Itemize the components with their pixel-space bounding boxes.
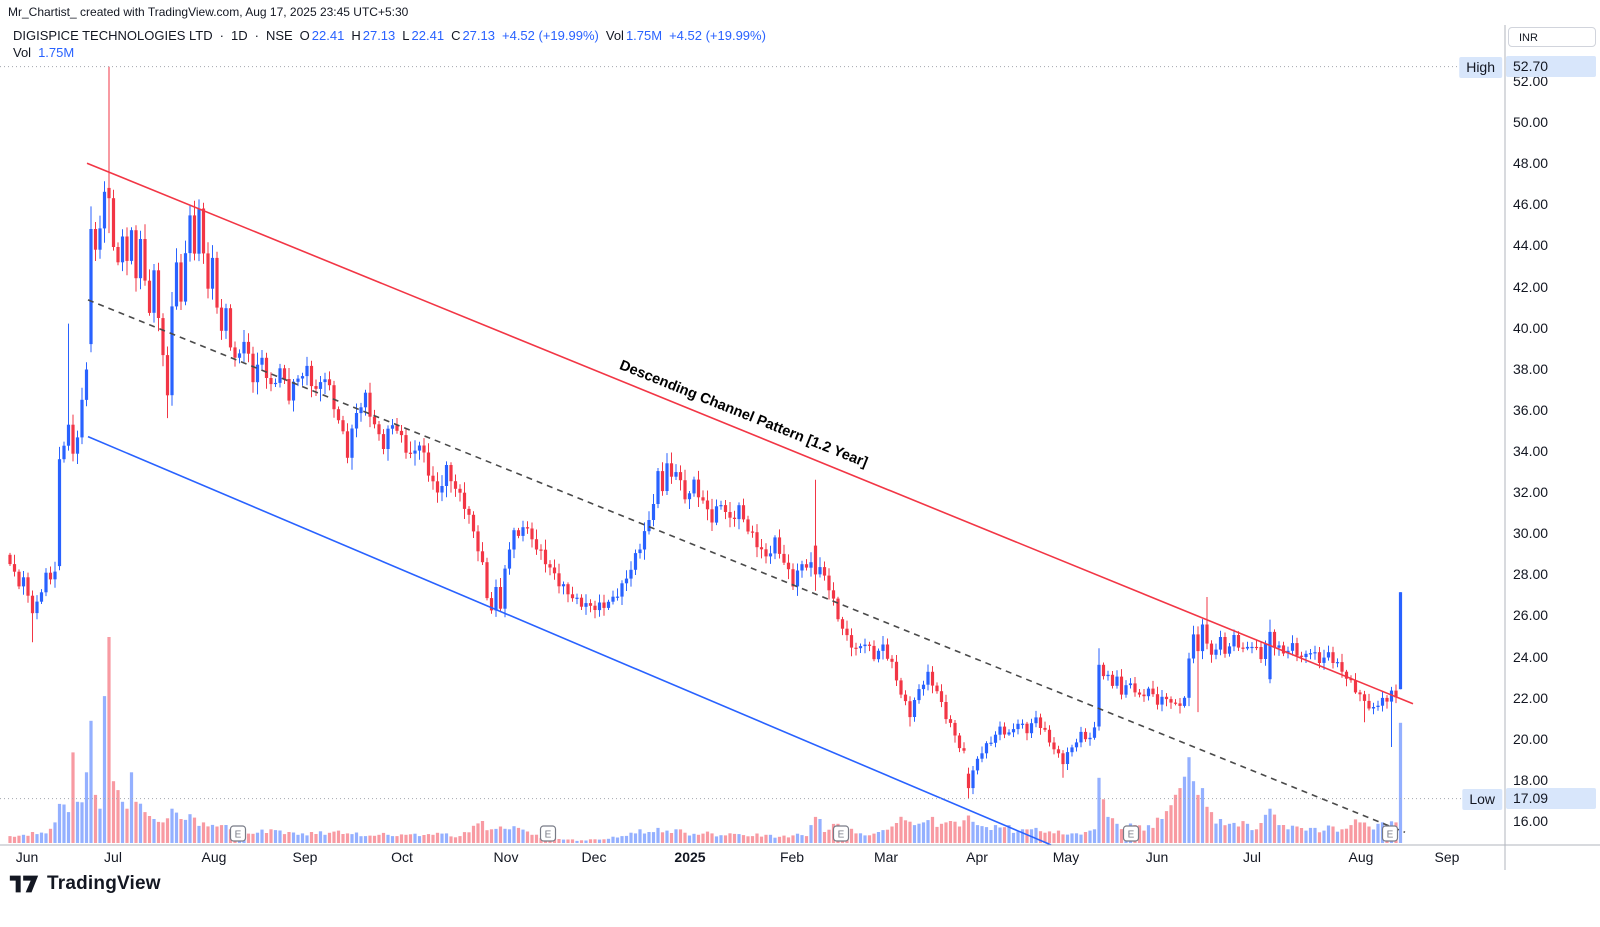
axis-separators [0,25,1600,870]
channel-bottom [87,435,1052,846]
svg-text:E: E [838,830,845,841]
earnings-marker [1122,825,1140,842]
candlesticks [8,66,1403,799]
earnings-marker [539,825,557,842]
channel-annotation[interactable]: Descending Channel Pattern [1.2 Year] [617,358,870,472]
tradingview-logo-icon [9,875,39,893]
tradingview-logo-text: TradingView [47,873,161,894]
svg-text:E: E [545,830,552,841]
channel-top [86,162,1414,705]
earnings-marker [832,825,850,842]
high-low-dotted-lines [0,66,1503,800]
tradingview-logo[interactable]: TradingView [9,873,161,895]
svg-text:E: E [1387,830,1394,841]
svg-text:E: E [1128,830,1135,841]
svg-text:E: E [235,830,242,841]
earnings-marker [229,825,247,842]
earnings-marker [1381,825,1399,842]
channel-trendlines[interactable] [86,162,1414,846]
channel-mid [87,299,1406,834]
volume-bars [8,637,1403,843]
